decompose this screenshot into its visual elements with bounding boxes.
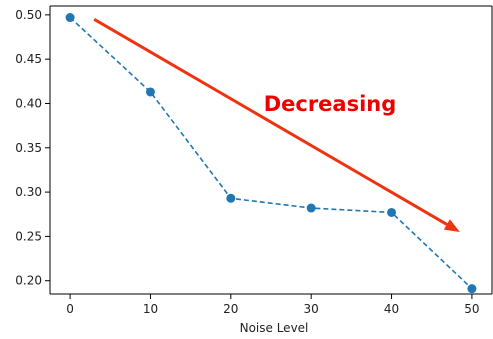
x-tick-label: 30 — [304, 302, 319, 316]
y-tick-label: 0.20 — [15, 274, 42, 288]
data-point — [467, 284, 477, 294]
annotation-text: Decreasing — [264, 92, 397, 116]
arrow-shaft — [93, 17, 448, 226]
series-line — [69, 16, 473, 290]
axes — [49, 5, 493, 295]
data-point — [226, 193, 236, 203]
x-ticks: 0 10 20 30 40 50 — [66, 294, 480, 316]
x-tick-label: 10 — [143, 302, 158, 316]
data-point — [145, 87, 155, 97]
data-point — [387, 207, 397, 217]
x-axis-title: Noise Level — [240, 321, 309, 335]
y-tick-label: 0.50 — [15, 8, 42, 22]
y-tick-label: 0.40 — [15, 96, 42, 110]
plot-area — [50, 6, 493, 294]
y-tick-label: 0.35 — [15, 141, 42, 155]
y-tick-label: 0.25 — [15, 229, 42, 243]
x-tick-label: 0 — [66, 302, 74, 316]
arrow-head — [443, 219, 460, 232]
x-tick-label: 50 — [464, 302, 479, 316]
x-tick-label: 20 — [223, 302, 238, 316]
y-tick-label: 0.45 — [15, 52, 42, 66]
x-tick-label: 40 — [384, 302, 399, 316]
y-ticks: 0.20 0.25 0.30 0.35 0.40 0.45 0.50 — [15, 8, 50, 288]
series-group — [65, 13, 477, 294]
y-tick-label: 0.30 — [15, 185, 42, 199]
data-point — [306, 203, 316, 213]
data-point — [65, 13, 75, 23]
annotation-group: Decreasing — [93, 17, 460, 232]
